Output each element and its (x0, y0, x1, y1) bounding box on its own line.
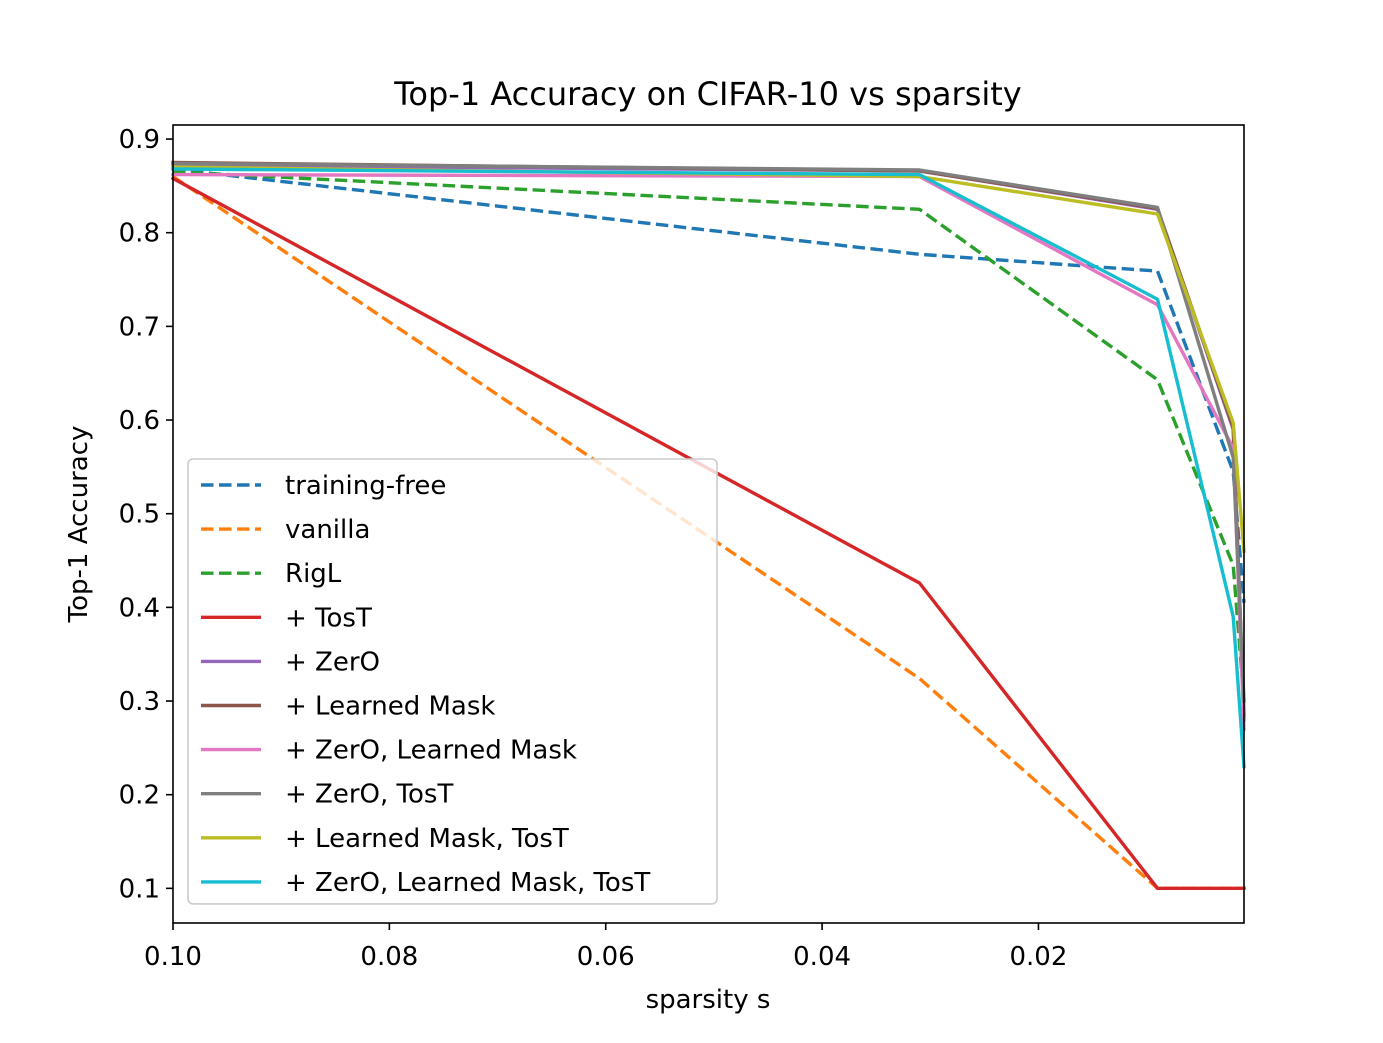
y-axis-ticks: 0.1 0.2 0.3 0.4 0.5 0.6 0.7 0.8 0.9 (119, 125, 173, 904)
legend-label-zero-tost: + ZerO, TosT (285, 780, 453, 810)
legend-box (187, 458, 718, 905)
legend-label-rigl: RigL (285, 559, 342, 589)
x-tick-label: 0.06 (577, 942, 635, 972)
legend-label-learned-mask: + Learned Mask (285, 692, 495, 722)
y-tick-label: 0.1 (119, 874, 160, 904)
series-line-tost (170, 176, 1246, 890)
y-tick-label: 0.8 (119, 219, 160, 249)
y-tick-label: 0.9 (119, 125, 160, 155)
legend-label-zero-learned-mask-tost: + ZerO, Learned Mask, TosT (285, 868, 650, 898)
x-tick-label: 0.10 (144, 942, 202, 972)
x-tick-label: 0.04 (793, 942, 851, 972)
y-tick-label: 0.5 (119, 500, 160, 530)
plot-frame (172, 124, 1245, 924)
legend-label-zero: + ZerO (285, 647, 380, 677)
y-tick-label: 0.3 (119, 687, 160, 717)
y-tick-label: 0.7 (119, 312, 160, 342)
x-tick-label: 0.08 (360, 942, 418, 972)
y-axis-label: Top-1 Accuracy (64, 426, 94, 624)
series-line-zero-tost (171, 161, 1246, 703)
x-axis-label: sparsity s (646, 985, 771, 1015)
x-tick-label: 0.02 (1010, 942, 1068, 972)
series-line-rigl (172, 170, 1246, 702)
y-tick-label: 0.6 (119, 406, 160, 436)
legend-label-zero-learned-mask: + ZerO, Learned Mask (285, 736, 577, 766)
legend-label-tost: + TosT (285, 603, 372, 633)
x-axis-ticks: 0.10 0.08 0.06 0.04 0.02 (144, 923, 1067, 972)
series-layer (170, 160, 1246, 890)
legend-label-learned-mask-tost: + Learned Mask, TosT (285, 824, 569, 854)
series-line-zero-learned-mask-tost (171, 167, 1246, 769)
y-tick-label: 0.4 (119, 593, 160, 623)
legend-label-training-free: training-free (285, 471, 446, 501)
legend-label-vanilla: vanilla (285, 515, 370, 545)
y-tick-label: 0.2 (119, 781, 160, 811)
legend: training-free vanilla RigL + TosT + ZerO + Le… (187, 458, 718, 905)
chart-title: Top-1 Accuracy on CIFAR-10 vs sparsity (393, 75, 1021, 113)
